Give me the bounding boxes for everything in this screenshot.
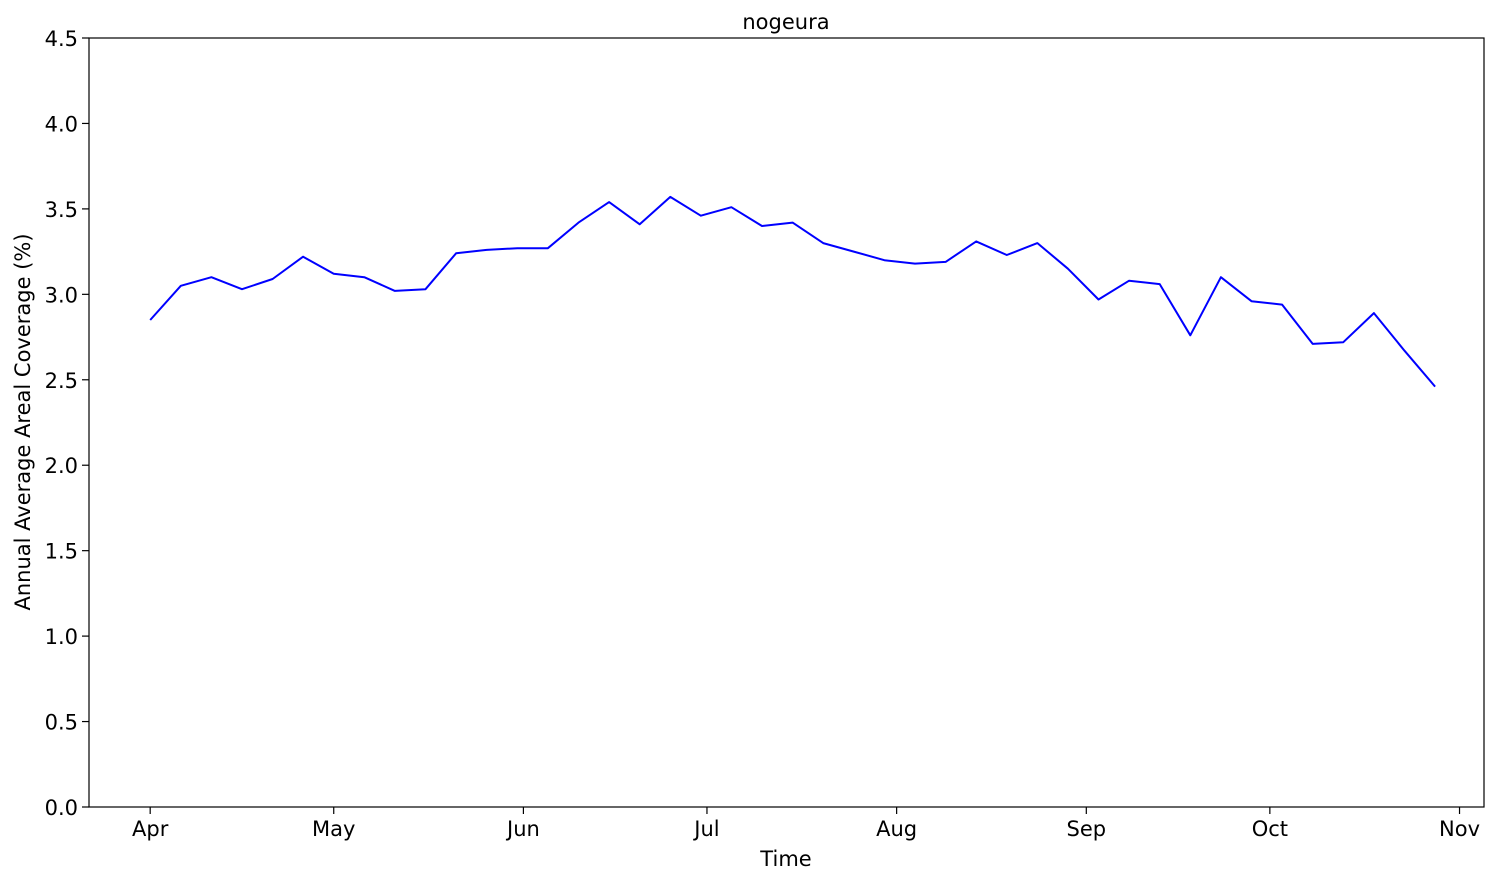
y-axis-title: Annual Average Areal Coverage (%) xyxy=(11,233,35,610)
y-tick-label: 2.0 xyxy=(45,454,78,478)
y-tick-label: 4.5 xyxy=(45,27,78,51)
x-tick-label: Aug xyxy=(876,817,917,841)
y-axis-ticks: 0.0 0.5 1.0 1.5 2.0 2.5 3.0 3.5 4.0 4.5 xyxy=(45,27,89,820)
x-tick-label: May xyxy=(312,817,355,841)
x-axis-title: Time xyxy=(759,847,811,871)
x-tick-label: Sep xyxy=(1067,817,1107,841)
x-tick-label: Nov xyxy=(1439,817,1480,841)
plot-background xyxy=(89,38,1484,807)
y-tick-label: 2.5 xyxy=(45,369,78,393)
x-tick-label: Jun xyxy=(505,817,540,841)
y-tick-label: 4.0 xyxy=(45,112,78,136)
y-tick-label: 0.0 xyxy=(45,796,78,820)
y-tick-label: 1.5 xyxy=(45,540,78,564)
chart-title: nogeura xyxy=(742,10,829,34)
x-axis-ticks: Apr May Jun Jul Aug Sep Oct Nov xyxy=(132,807,1480,841)
y-tick-label: 0.5 xyxy=(45,711,78,735)
x-tick-label: Apr xyxy=(132,817,169,841)
plot-frame xyxy=(88,37,1485,808)
y-tick-label: 3.0 xyxy=(45,283,78,307)
y-tick-label: 3.5 xyxy=(45,198,78,222)
y-tick-label: 1.0 xyxy=(45,625,78,649)
x-tick-label: Jul xyxy=(692,817,719,841)
series-line xyxy=(149,195,1436,388)
x-tick-label: Oct xyxy=(1252,817,1288,841)
